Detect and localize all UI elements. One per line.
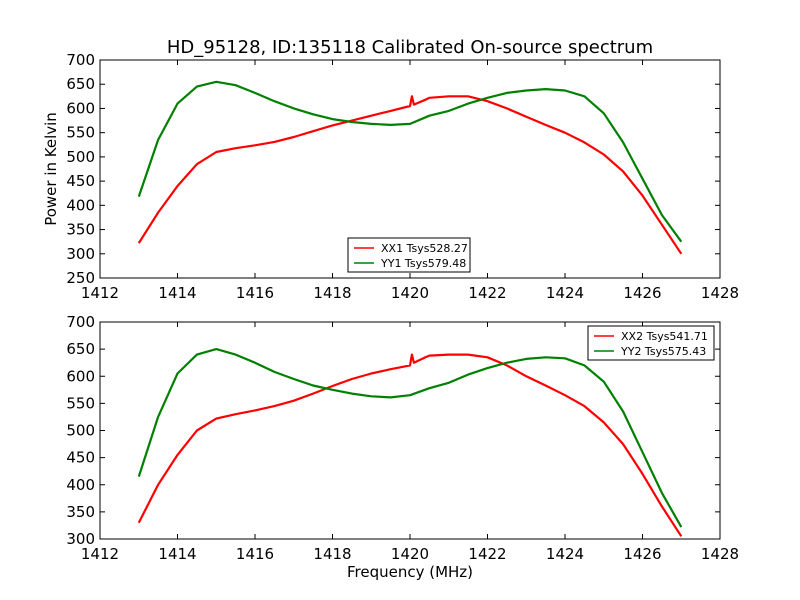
- y-tick-label-1-2: 400: [66, 476, 95, 494]
- legend-label-1-1: YY2 Tsys575.43: [620, 345, 706, 358]
- x-tick-label-0-7: 1426: [623, 284, 661, 302]
- y-tick-label-1-4: 500: [66, 422, 95, 440]
- y-tick-label-0-8: 650: [66, 75, 95, 93]
- y-tick-label-0-5: 500: [66, 148, 95, 166]
- y-tick-label-1-1: 350: [66, 503, 95, 521]
- series-line-1-0: [137, 353, 683, 537]
- y-tick-label-0-9: 700: [66, 51, 95, 69]
- series-line-0-0: [137, 95, 683, 255]
- x-tick-label-0-0: 1412: [81, 284, 119, 302]
- y-tick-label-0-4: 450: [66, 172, 95, 190]
- y-tick-label-0-6: 550: [66, 124, 95, 142]
- bottom-panel: 1412 1414 1416 1418 1420 1422 1424 1426 1428 300 3…: [66, 313, 739, 581]
- legend-label-0-1: YY1 Tsys579.48: [380, 257, 466, 270]
- top-panel: 1412 1414 1416 1418 1420 1422 1424 1426 1428 250 3…: [42, 51, 739, 302]
- x-tick-label-0-5: 1422: [468, 284, 506, 302]
- x-tick-label-1-6: 1424: [546, 545, 584, 563]
- x-tick-label-1-0: 1412: [81, 545, 119, 563]
- legend-0: XX1 Tsys528.27 YY1 Tsys579.48: [347, 237, 471, 273]
- figure-title: HD_95128, ID:135118 Calibrated On-source…: [167, 37, 653, 58]
- y-tick-label-1-3: 450: [66, 449, 95, 467]
- y-tick-label-0-2: 350: [66, 221, 95, 239]
- x-tick-label-1-2: 1416: [236, 545, 274, 563]
- x-tick-label-1-8: 1428: [701, 545, 739, 563]
- legend-box-1: [587, 325, 715, 361]
- x-tick-label-0-6: 1424: [546, 284, 584, 302]
- y-axis-label-0: Power in Kelvin: [42, 112, 60, 226]
- x-tick-label-0-2: 1416: [236, 284, 274, 302]
- y-tick-label-0-0: 250: [66, 269, 95, 287]
- legend-1: XX2 Tsys541.71 YY2 Tsys575.43: [587, 325, 715, 361]
- x-tick-label-0-1: 1414: [158, 284, 196, 302]
- x-tick-label-0-8: 1428: [701, 284, 739, 302]
- series-line-0-1: [137, 80, 683, 243]
- y-tick-label-1-0: 300: [66, 530, 95, 548]
- legend-label-1-0: XX2 Tsys541.71: [621, 330, 708, 343]
- y-tick-label-0-1: 300: [66, 245, 95, 263]
- y-tick-label-1-8: 700: [66, 313, 95, 331]
- x-tick-label-1-4: 1420: [391, 545, 429, 563]
- y-tick-label-0-3: 400: [66, 196, 95, 214]
- x-tick-label-1-1: 1414: [158, 545, 196, 563]
- series-line-1-1: [137, 348, 683, 528]
- y-tick-label-0-7: 600: [66, 99, 95, 117]
- x-tick-label-1-5: 1422: [468, 545, 506, 563]
- x-tick-label-1-7: 1426: [623, 545, 661, 563]
- x-tick-label-0-3: 1418: [313, 284, 351, 302]
- x-axis-label-1: Frequency (MHz): [347, 563, 473, 581]
- y-tick-label-1-6: 600: [66, 367, 95, 385]
- x-tick-label-1-3: 1418: [313, 545, 351, 563]
- x-tick-label-0-4: 1420: [391, 284, 429, 302]
- legend-label-0-0: XX1 Tsys528.27: [381, 242, 468, 255]
- y-tick-label-1-7: 650: [66, 340, 95, 358]
- y-tick-label-1-5: 550: [66, 394, 95, 412]
- legend-box-0: [347, 237, 471, 273]
